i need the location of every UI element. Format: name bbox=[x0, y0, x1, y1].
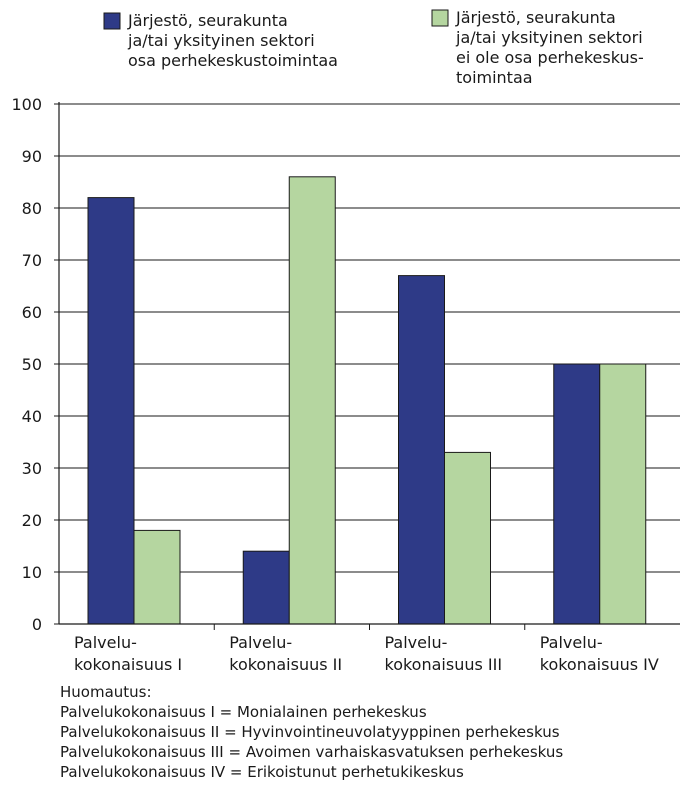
notes: Huomautus: Palvelukokonaisuus I = Monial… bbox=[60, 682, 563, 782]
y-tick-label: 10 bbox=[22, 563, 42, 582]
bar-series-2 bbox=[288, 176, 336, 625]
note-line: Palvelukokonaisuus IV = Erikoistunut per… bbox=[60, 763, 464, 781]
category-label: Palvelu-kokonaisuus II bbox=[229, 633, 342, 674]
bar-series-1 bbox=[553, 363, 601, 625]
bar-series-1 bbox=[87, 197, 135, 625]
y-tick-label: 30 bbox=[22, 459, 42, 478]
legend-label: Järjestö, seurakunta ja/tai yksityinen se… bbox=[127, 11, 338, 70]
y-tick-label: 90 bbox=[22, 147, 42, 166]
category-label: Palvelu-kokonaisuus III bbox=[385, 633, 503, 674]
y-tick-label: 40 bbox=[22, 407, 42, 426]
y-tick-label: 20 bbox=[22, 511, 42, 530]
y-tick-label: 100 bbox=[11, 95, 42, 114]
y-tick-label: 60 bbox=[22, 303, 42, 322]
legend-swatch bbox=[103, 12, 121, 30]
bar-series-2 bbox=[599, 363, 647, 625]
note-line: Palvelukokonaisuus II = Hyvinvointineuvo… bbox=[60, 723, 560, 741]
y-tick-label: 80 bbox=[22, 199, 42, 218]
y-tick-label: 50 bbox=[22, 355, 42, 374]
note-line: Palvelukokonaisuus III = Avoimen varhais… bbox=[60, 743, 564, 761]
category-label: Palvelu-kokonaisuus IV bbox=[540, 633, 659, 674]
note-line: Palvelukokonaisuus I = Monialainen perhe… bbox=[60, 703, 427, 721]
y-tick-label: 0 bbox=[32, 615, 42, 634]
y-tick-label: 70 bbox=[22, 251, 42, 270]
notes-heading: Huomautus: bbox=[60, 683, 152, 701]
bar-series-2 bbox=[133, 529, 181, 625]
legend-label: Järjestö, seurakunta ja/tai yksityinen se… bbox=[455, 8, 644, 87]
legend-swatch bbox=[431, 9, 449, 27]
bar-chart: 0 10 20 30 40 50 60 70 80 90 100 Palvelu-kokonaisuu… bbox=[11, 8, 680, 674]
bar-series-1 bbox=[242, 550, 290, 625]
bar-series-2 bbox=[444, 451, 491, 625]
category-label: Palvelu-kokonaisuus I bbox=[74, 633, 182, 674]
bar-series-1 bbox=[398, 275, 445, 625]
